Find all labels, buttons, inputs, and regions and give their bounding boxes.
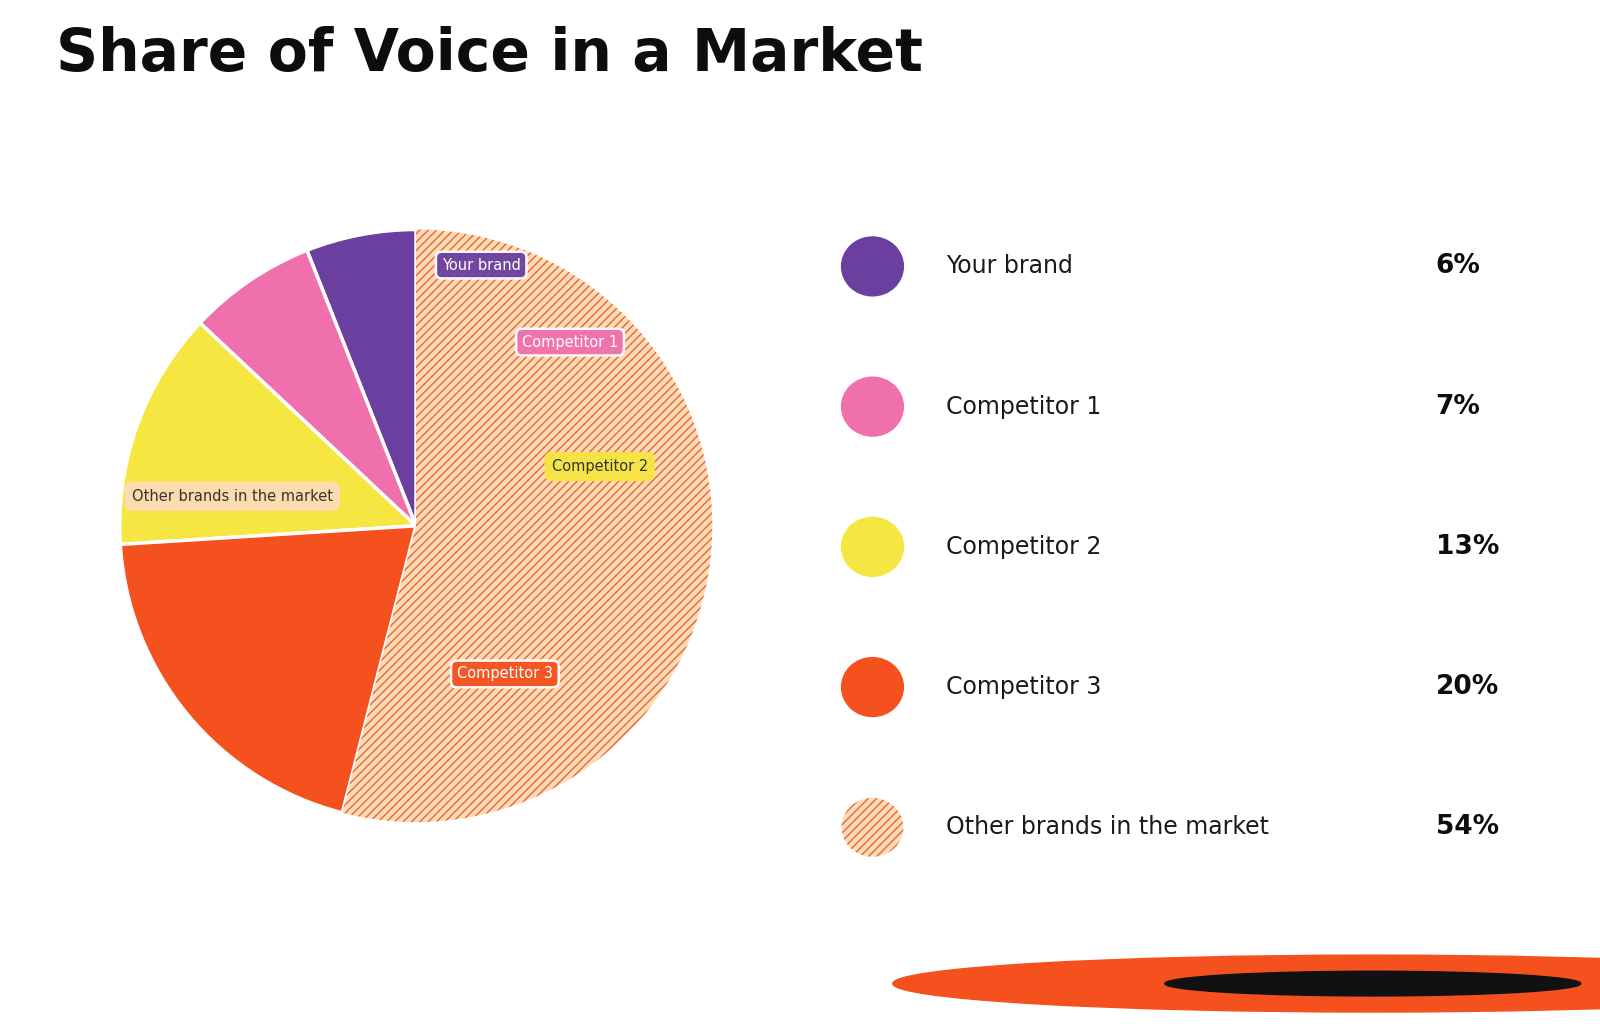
Text: Other brands in the market: Other brands in the market [946,816,1269,839]
Text: Competitor 2: Competitor 2 [946,535,1101,559]
Wedge shape [120,323,416,544]
Text: 54%: 54% [1435,814,1499,840]
Circle shape [1165,971,1581,996]
Wedge shape [342,230,712,822]
Text: Competitor 1: Competitor 1 [946,395,1101,419]
Text: Share of Voice in a Market: Share of Voice in a Market [56,26,923,82]
Wedge shape [200,251,416,526]
Circle shape [893,955,1600,1012]
Circle shape [842,658,904,717]
Text: 6%: 6% [1435,254,1480,279]
Text: Competitor 2: Competitor 2 [552,459,648,474]
Wedge shape [307,230,416,526]
Text: 7%: 7% [1435,394,1480,420]
Text: 13%: 13% [1435,534,1499,560]
Circle shape [842,798,904,857]
Text: SEMRUSH: SEMRUSH [1429,970,1574,997]
Text: Your brand: Your brand [442,258,520,272]
Wedge shape [120,526,416,812]
Text: Your brand: Your brand [946,255,1074,278]
Text: semrush.com: semrush.com [40,973,181,994]
Text: Other brands in the market: Other brands in the market [131,489,333,504]
Text: Competitor 3: Competitor 3 [946,675,1101,699]
Text: Competitor 1: Competitor 1 [522,335,618,350]
Text: 20%: 20% [1435,674,1499,700]
Circle shape [842,237,904,296]
Text: Competitor 3: Competitor 3 [458,666,554,681]
Circle shape [842,377,904,436]
Circle shape [842,518,904,576]
